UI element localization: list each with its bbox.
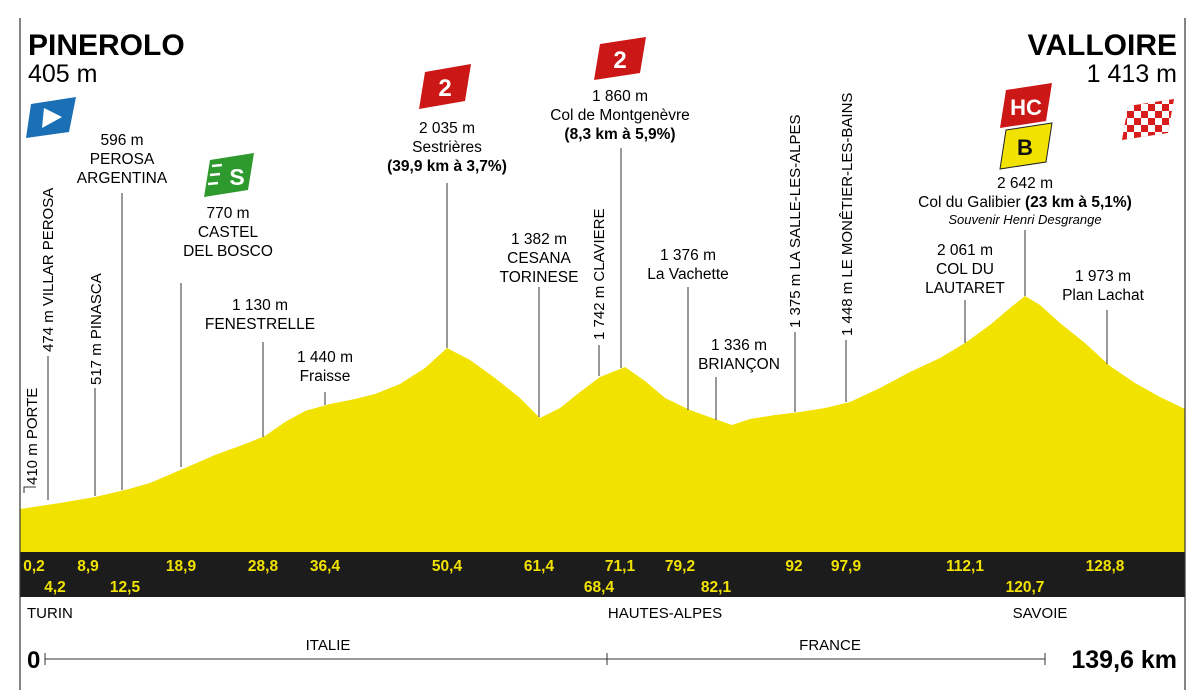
svg-text:(8,3 km à 5,9%): (8,3 km à 5,9%) [564, 126, 675, 143]
start-city: PINEROLO [28, 29, 185, 62]
region-hautes-alpes: HAUTES-ALPES [608, 605, 722, 622]
place-sestrieres: 2 035 m Sestrières (39,9 km à 3,7%) [387, 120, 507, 175]
svg-text:Sestrières: Sestrières [412, 139, 482, 156]
bonus-badge-icon: B [999, 122, 1053, 170]
svg-text:2 061 m: 2 061 m [937, 242, 993, 259]
galibier-climb-category-icon: HC [1000, 83, 1052, 128]
place-cesana-torinese: 1 382 m CESANA TORINESE [500, 231, 579, 286]
svg-text:(39,9 km à 3,7%): (39,9 km à 3,7%) [387, 158, 507, 175]
km-marker: 36,4 [310, 558, 341, 575]
montgenevre-category: 2 [613, 47, 626, 74]
km-marker: 12,5 [110, 579, 141, 596]
place-pinasca: 517 m PINASCA [88, 273, 105, 385]
km-marker: 61,4 [524, 558, 555, 575]
km-markers-top: 0,2 8,9 18,9 28,8 36,4 50,4 61,4 71,1 79… [23, 558, 1125, 575]
elevation-profile [20, 296, 1185, 552]
svg-text:1 130 m: 1 130 m [232, 297, 288, 314]
place-claviere: 1 742 m CLAVIERE [591, 209, 608, 340]
km-marker: 8,9 [77, 558, 99, 575]
svg-text:CASTEL: CASTEL [198, 224, 259, 241]
distance-total: 139,6 km [1071, 646, 1177, 674]
finish-city: VALLOIRE [1028, 29, 1177, 62]
place-porte: 410 m PORTE [24, 388, 41, 485]
sprint-letter: S [229, 164, 244, 190]
km-marker: 82,1 [701, 579, 732, 596]
place-plan-lachat: 1 973 m Plan Lachat [1062, 268, 1145, 304]
km-markers-bottom: 4,2 12,5 68,4 82,1 120,7 [44, 579, 1044, 596]
svg-text:Col de Montgenèvre: Col de Montgenèvre [550, 107, 690, 124]
svg-text:CESANA: CESANA [507, 250, 571, 267]
svg-text:1 440 m: 1 440 m [297, 349, 353, 366]
svg-text:TORINESE: TORINESE [500, 269, 579, 286]
svg-text:1 336 m: 1 336 m [711, 337, 767, 354]
km-marker: 120,7 [1006, 579, 1045, 596]
km-marker: 92 [785, 558, 802, 575]
svg-text:2 035 m: 2 035 m [419, 120, 475, 137]
svg-text:FENESTRELLE: FENESTRELLE [205, 316, 315, 333]
km-marker: 28,8 [248, 558, 279, 575]
place-villar-perosa: 474 m VILLAR PEROSA [40, 188, 57, 352]
km-marker: 79,2 [665, 558, 695, 575]
region-turin: TURIN [27, 605, 73, 622]
km-marker: 50,4 [432, 558, 463, 575]
leader-lines [23, 148, 1108, 500]
galibier-stats: (23 km à 5,1%) [1025, 194, 1132, 211]
sprint-badge-icon: S [204, 153, 254, 197]
galibier-name: Col du Galibier [918, 194, 1021, 211]
place-fenestrelle: 1 130 m FENESTRELLE [205, 297, 315, 333]
km-marker: 68,4 [584, 579, 615, 596]
place-le-monetier-les-bains: 1 448 m LE MONÊTIER-LES-BAINS [839, 93, 856, 336]
place-castel-del-bosco: 770 m CASTEL DEL BOSCO [183, 205, 273, 260]
place-montgenevre: 1 860 m Col de Montgenèvre (8,3 km à 5,9… [550, 88, 690, 143]
place-briancon: 1 336 m BRIANÇON [698, 337, 780, 373]
place-fraisse: 1 440 m Fraisse [297, 349, 353, 385]
start-flag-icon [26, 97, 76, 138]
svg-text:DEL BOSCO: DEL BOSCO [183, 243, 273, 260]
svg-text:2 642 m: 2 642 m [997, 175, 1053, 192]
km-marker: 128,8 [1086, 558, 1125, 575]
svg-text:La Vachette: La Vachette [647, 266, 729, 283]
km-marker: 18,9 [166, 558, 197, 575]
galibier-category: HC [1010, 95, 1042, 120]
km-marker: 71,1 [605, 558, 636, 575]
svg-text:ARGENTINA: ARGENTINA [77, 170, 168, 187]
svg-text:Plan Lachat: Plan Lachat [1062, 287, 1145, 304]
svg-text:COL DU: COL DU [936, 261, 994, 278]
finish-altitude: 1 413 m [1087, 60, 1177, 88]
place-col-du-lautaret: 2 061 m COL DU LAUTARET [925, 242, 1005, 297]
svg-text:596 m: 596 m [100, 132, 143, 149]
km-marker: 0,2 [23, 558, 45, 575]
svg-text:1 382 m: 1 382 m [511, 231, 567, 248]
svg-text:LAUTARET: LAUTARET [925, 280, 1005, 297]
svg-text:PEROSA: PEROSA [90, 151, 155, 168]
svg-text:Souvenir Henri Desgrange: Souvenir Henri Desgrange [948, 212, 1101, 227]
svg-text:1 973 m: 1 973 m [1075, 268, 1131, 285]
galibier-bonus: B [1017, 135, 1033, 160]
place-perosa-argentina: 596 m PEROSA ARGENTINA [77, 132, 168, 187]
place-galibier: 2 642 m Col du Galibier (23 km à 5,1%) S… [918, 175, 1132, 227]
region-savoie: SAVOIE [1013, 605, 1068, 622]
distance-start: 0 [27, 647, 40, 674]
sestrieres-climb-category-icon: 2 [419, 64, 471, 109]
svg-text:BRIANÇON: BRIANÇON [698, 356, 780, 373]
svg-text:Fraisse: Fraisse [300, 368, 351, 385]
country-italie: ITALIE [306, 637, 351, 654]
svg-text:1 376 m: 1 376 m [660, 247, 716, 264]
km-band [20, 552, 1185, 597]
svg-text:Col du Galibier (23 km à 5,1%): Col du Galibier (23 km à 5,1%) [918, 194, 1132, 211]
svg-text:770 m: 770 m [206, 205, 249, 222]
km-marker: 112,1 [946, 558, 984, 575]
place-la-salle-les-alpes: 1 375 m LA SALLE-LES-ALPES [787, 115, 804, 328]
sestrieres-category: 2 [438, 75, 451, 102]
km-marker: 97,9 [831, 558, 862, 575]
km-marker: 4,2 [44, 579, 66, 596]
finish-flag-icon [1122, 99, 1174, 140]
country-france: FRANCE [799, 637, 861, 654]
svg-text:1 860 m: 1 860 m [592, 88, 648, 105]
start-altitude: 405 m [28, 60, 97, 88]
place-la-vachette: 1 376 m La Vachette [647, 247, 729, 283]
montgenevre-climb-category-icon: 2 [594, 37, 646, 80]
